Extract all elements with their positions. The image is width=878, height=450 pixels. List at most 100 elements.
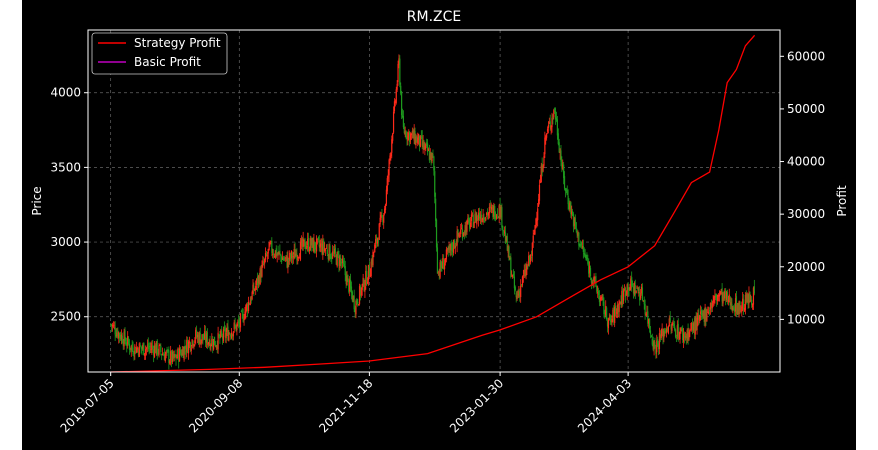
price-candle-body xyxy=(156,340,158,355)
price-candle-body xyxy=(195,329,197,340)
price-candle-body xyxy=(302,238,304,247)
price-candle-body xyxy=(229,333,231,335)
price-candle-body xyxy=(196,334,199,338)
price-candle-body xyxy=(135,347,137,354)
price-candle-body xyxy=(606,320,609,327)
price-candle-body xyxy=(173,354,175,358)
price-candle-body xyxy=(271,240,273,253)
price-candle-body xyxy=(280,254,282,257)
figure-background-right-margin xyxy=(856,0,878,450)
price-candle-body xyxy=(296,253,298,261)
price-candle-body xyxy=(547,124,550,129)
price-candle-body xyxy=(640,286,643,294)
price-candle-body xyxy=(120,334,123,340)
price-candle-body xyxy=(475,212,477,223)
price-candle-body xyxy=(579,243,581,247)
price-candle-body xyxy=(134,345,136,355)
price-candle-body xyxy=(714,295,716,298)
price-candle-body xyxy=(127,338,130,344)
price-candle-body xyxy=(233,322,235,330)
price-candle-body xyxy=(746,293,748,303)
price-candle-body xyxy=(111,324,114,327)
price-candle-body xyxy=(602,294,604,301)
figure-background-left-margin xyxy=(0,0,22,450)
price-candle-body xyxy=(332,251,334,258)
price-candle-body xyxy=(473,222,475,229)
chart-title: RM.ZCE xyxy=(407,9,461,25)
price-candle-body xyxy=(612,309,614,318)
price-candle-body xyxy=(394,101,396,103)
price-candle-body xyxy=(463,231,465,234)
price-candle-body xyxy=(318,240,320,247)
price-candle-body xyxy=(178,349,180,362)
price-candle-body xyxy=(211,338,213,346)
price-candle-body xyxy=(422,141,424,148)
price-candle-body xyxy=(718,294,721,297)
price-candle-body xyxy=(390,152,392,157)
price-candle-body xyxy=(449,244,451,250)
price-candle-body xyxy=(359,286,362,297)
price-candle-body xyxy=(207,342,209,345)
price-candle-body xyxy=(337,251,339,255)
price-candle-body xyxy=(153,345,156,358)
price-candle-body xyxy=(165,351,167,355)
price-candle-body xyxy=(206,332,208,346)
y-right-tick-label: 30000 xyxy=(787,207,825,221)
price-candle-body xyxy=(188,341,191,344)
price-candle-body xyxy=(124,330,126,342)
price-candle-body xyxy=(621,290,623,305)
price-candle-body xyxy=(518,291,520,297)
price-candle-body xyxy=(204,331,206,339)
price-candle-body xyxy=(342,260,345,265)
price-candle-body xyxy=(744,294,746,311)
price-candle-body xyxy=(691,323,693,330)
price-candle-body xyxy=(694,318,696,335)
price-candle-body xyxy=(223,326,225,331)
price-candle-body xyxy=(623,289,626,290)
price-candle-body xyxy=(693,321,695,333)
price-candle-body xyxy=(376,238,379,244)
price-candle-body xyxy=(392,133,394,141)
price-candle-body xyxy=(505,236,507,242)
price-candle-body xyxy=(708,310,711,312)
price-candle-body xyxy=(426,142,428,145)
price-candle-body xyxy=(323,240,325,250)
price-candle-body xyxy=(733,306,735,311)
price-candle-body xyxy=(117,330,119,338)
price-candle-body xyxy=(236,323,238,331)
price-candle-body xyxy=(730,302,732,306)
price-candle-body xyxy=(488,207,490,214)
price-candle-body xyxy=(601,296,603,298)
price-candle-body xyxy=(126,343,128,346)
price-candle-body xyxy=(696,317,698,331)
price-candle-body xyxy=(487,212,490,216)
price-candle-body xyxy=(649,330,652,334)
price-candle-body xyxy=(213,339,215,350)
price-candle-body xyxy=(458,234,460,236)
price-candle-body xyxy=(352,296,354,301)
price-candle-body xyxy=(529,255,532,263)
price-candle-body xyxy=(316,238,319,240)
price-candle-body xyxy=(341,261,343,264)
price-candle-body xyxy=(319,244,321,248)
price-candle-body xyxy=(462,233,464,237)
price-candle-body xyxy=(717,295,720,297)
price-candle-body xyxy=(624,287,627,297)
price-candle-body xyxy=(212,341,214,348)
price-candle-body xyxy=(702,310,704,317)
price-candle-body xyxy=(461,229,464,239)
price-candle-body xyxy=(618,300,620,312)
price-candle-body xyxy=(614,307,616,323)
price-candle-body xyxy=(424,145,426,150)
price-candle-body xyxy=(500,206,502,218)
price-candle-body xyxy=(684,336,687,338)
price-candle-body xyxy=(581,246,584,248)
price-candle-body xyxy=(353,295,355,310)
price-candle-body xyxy=(530,257,533,258)
price-candle-body xyxy=(474,213,476,222)
price-candle-body xyxy=(574,217,576,225)
price-candle-body xyxy=(726,291,729,302)
price-candle-body xyxy=(294,248,296,259)
price-candle-body xyxy=(305,247,307,250)
